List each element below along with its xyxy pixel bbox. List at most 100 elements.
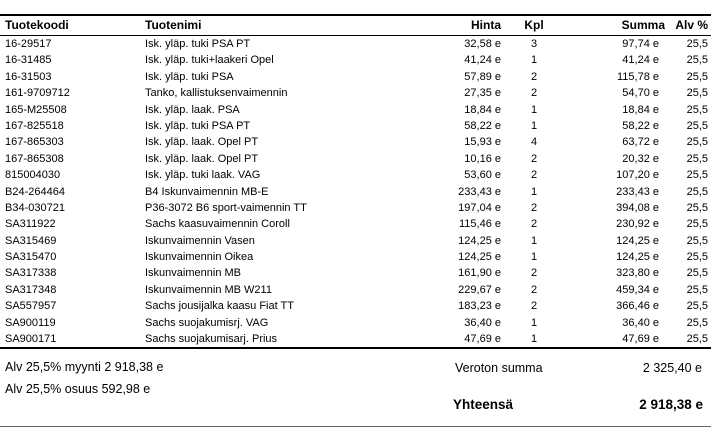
cell-hinta: 124,25 e	[458, 251, 501, 264]
cell-summa: 230,92 e	[616, 218, 659, 231]
total-label: Yhteensä	[453, 397, 514, 412]
cell-tuotekoodi: SA315469	[5, 234, 57, 247]
cell-alv: 25,5	[686, 201, 708, 214]
cell-summa: 323,80 e	[616, 267, 659, 280]
cell-alv: 25,5	[686, 136, 708, 149]
product-table: Tuotekoodi Tuotenimi Hinta Kpl Summa Alv % 16…	[0, 14, 711, 350]
cell-alv: 25,5	[686, 152, 708, 165]
cell-hinta: 183,23 e	[458, 300, 501, 313]
cell-kpl: 2	[530, 70, 538, 83]
cell-tuotekoodi: SA557957	[5, 300, 57, 313]
cell-tuotekoodi: 165-M25508	[5, 103, 67, 116]
cell-alv: 25,5	[686, 267, 708, 280]
cell-alv: 25,5	[686, 119, 708, 132]
cell-hinta: 41,24 e	[464, 54, 501, 67]
cell-summa: 18,84 e	[622, 103, 659, 116]
col-header-hinta: Hinta	[471, 18, 501, 32]
cell-tuotenimi: Iskunvaimennin MB W211	[145, 283, 272, 296]
cell-kpl: 2	[530, 267, 538, 280]
cell-tuotenimi: Isk. yläp. tuki PSA	[145, 70, 234, 83]
cell-hinta: 115,46 e	[458, 218, 501, 231]
cell-kpl: 1	[530, 316, 538, 329]
cell-hinta: 27,35 e	[464, 87, 501, 100]
cell-alv: 25,5	[686, 54, 708, 67]
table-row: 165-M25508 Isk. yläp. laak. PSA 18,84 e 1 18…	[0, 102, 711, 118]
cell-tuotenimi: P36-3072 B6 sport-vaimennin TT	[145, 201, 307, 214]
cell-hinta: 197,04 e	[458, 201, 501, 214]
cell-hinta: 15,93 e	[464, 136, 501, 149]
cell-alv: 25,5	[686, 218, 708, 231]
cell-alv: 25,5	[686, 333, 708, 346]
cell-tuotekoodi: SA315470	[5, 251, 57, 264]
cell-alv: 25,5	[686, 38, 708, 50]
page-bottom-divider	[0, 426, 711, 427]
vat-sales-line: Alv 25,5% myynti 2 918,38 e	[5, 360, 164, 374]
total-value: 2 918,38 e	[639, 397, 703, 412]
cell-summa: 47,69 e	[622, 333, 659, 346]
cell-tuotenimi: B4 Iskunvaimennin MB-E	[145, 185, 269, 198]
cell-tuotekoodi: B24-264464	[5, 185, 65, 198]
table-row: 16-29517 Isk. yläp. tuki PSA PT 32,58 e 3 97…	[0, 36, 711, 52]
table-row: 16-31485 Isk. yläp. tuki+laakeri Opel 41,2…	[0, 52, 711, 68]
cell-kpl: 1	[530, 251, 538, 264]
table-row: SA317348 Iskunvaimennin MB W211 229,67 e 2 4…	[0, 282, 711, 298]
cell-kpl: 1	[530, 234, 538, 247]
cell-tuotenimi: Isk. yläp. laak. Opel PT	[145, 152, 259, 165]
cell-kpl: 4	[530, 136, 538, 149]
net-sum-label: Veroton summa	[455, 361, 543, 375]
cell-tuotekoodi: SA900171	[5, 333, 57, 346]
cell-summa: 459,34 e	[616, 283, 659, 296]
cell-tuotekoodi: 16-31503	[5, 70, 52, 83]
cell-summa: 233,43 e	[616, 185, 659, 198]
table-row: 161-9709712 Tanko, kallistuksenvaimennin 2…	[0, 85, 711, 101]
cell-summa: 97,74 e	[622, 38, 659, 50]
cell-tuotenimi: Sachs suojakumisarj. Prius	[145, 333, 278, 346]
cell-kpl: 2	[530, 300, 538, 313]
cell-tuotekoodi: SA900119	[5, 316, 56, 329]
cell-alv: 25,5	[686, 169, 708, 182]
cell-tuotekoodi: 16-31485	[5, 54, 52, 67]
cell-kpl: 2	[530, 283, 538, 296]
cell-tuotenimi: Sachs jousijalka kaasu Fiat TT	[145, 300, 294, 313]
cell-hinta: 124,25 e	[458, 234, 501, 247]
cell-summa: 124,25 e	[616, 234, 659, 247]
cell-tuotenimi: Isk. yläp. laak. PSA	[145, 103, 240, 116]
table-body: 16-29517 Isk. yläp. tuki PSA PT 32,58 e 3 97…	[0, 36, 711, 347]
col-header-tuotenimi: Tuotenimi	[145, 18, 202, 32]
cell-summa: 36,40 e	[622, 316, 659, 329]
table-row: SA900171 Sachs suojakumisarj. Prius 47,69 …	[0, 331, 711, 347]
cell-kpl: 1	[530, 185, 538, 198]
cell-tuotekoodi: SA317338	[5, 267, 57, 280]
table-header-row: Tuotekoodi Tuotenimi Hinta Kpl Summa Alv %	[0, 16, 711, 36]
cell-tuotekoodi: SA317348	[5, 283, 57, 296]
cell-kpl: 1	[530, 103, 538, 116]
cell-summa: 20,32 e	[622, 152, 659, 165]
cell-alv: 25,5	[686, 70, 708, 83]
cell-alv: 25,5	[686, 234, 708, 247]
vat-share-line: Alv 25,5% osuus 592,98 e	[5, 382, 151, 396]
cell-summa: 115,78 e	[616, 70, 659, 83]
table-row: SA315469 Iskunvaimennin Vasen 124,25 e 1 124…	[0, 233, 711, 249]
cell-alv: 25,5	[686, 87, 708, 100]
cell-tuotekoodi: 815004030	[5, 169, 61, 182]
cell-hinta: 233,43 e	[458, 185, 501, 198]
cell-kpl: 2	[530, 152, 538, 165]
cell-kpl: 1	[530, 54, 538, 67]
cell-tuotekoodi: 167-865303	[5, 136, 64, 149]
cell-kpl: 2	[530, 87, 538, 100]
net-sum-value: 2 325,40 e	[642, 361, 702, 375]
cell-hinta: 58,22 e	[464, 119, 501, 132]
cell-kpl: 2	[530, 218, 538, 231]
cell-tuotekoodi: 167-865308	[5, 152, 64, 165]
cell-summa: 54,70 e	[622, 87, 659, 100]
cell-tuotenimi: Isk. yläp. tuki PSA PT	[145, 119, 251, 132]
cell-tuotenimi: Iskunvaimennin MB	[145, 267, 241, 280]
cell-hinta: 18,84 e	[464, 103, 501, 116]
table-row: SA900119 Sachs suojakumisrj. VAG 36,40 e 1 3…	[0, 315, 711, 331]
cell-alv: 25,5	[686, 300, 708, 313]
cell-tuotekoodi: B34-030721	[5, 201, 65, 214]
cell-kpl: 1	[530, 333, 538, 346]
cell-tuotenimi: Isk. yläp. laak. Opel PT	[145, 136, 259, 149]
cell-tuotekoodi: 167-825518	[5, 119, 64, 132]
